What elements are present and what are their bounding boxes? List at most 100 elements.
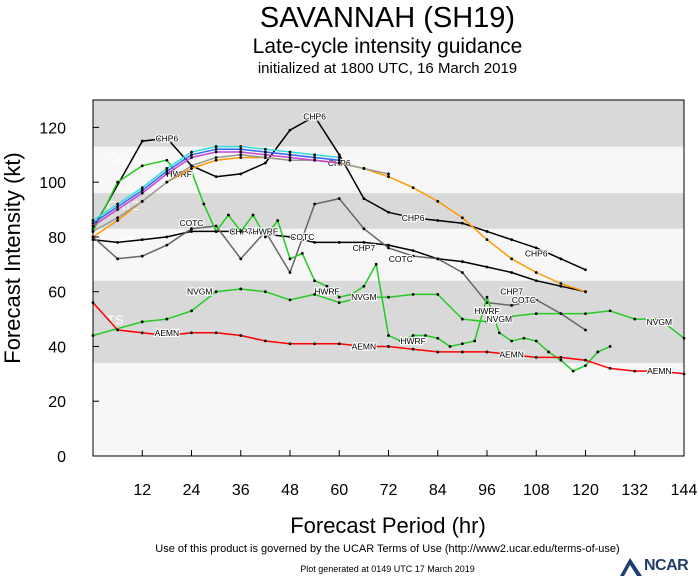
data-point <box>436 350 440 354</box>
x-tick-label: 132 <box>621 482 648 499</box>
data-point <box>337 156 341 159</box>
data-point <box>460 271 464 274</box>
data-point <box>165 172 169 176</box>
data-point <box>436 257 440 261</box>
data-point <box>387 243 390 247</box>
data-point <box>411 186 415 190</box>
series-blue <box>91 147 341 225</box>
data-point <box>510 353 514 357</box>
data-point <box>337 295 341 299</box>
data-point <box>239 334 243 337</box>
data-point <box>608 366 612 370</box>
data-point <box>214 175 218 179</box>
band-cat4 <box>93 100 684 147</box>
data-point <box>288 298 292 302</box>
data-point <box>448 345 452 348</box>
data-point <box>313 153 317 157</box>
series-label-chp7: CHP7 <box>500 287 523 297</box>
data-point <box>239 145 243 148</box>
data-point <box>165 180 169 184</box>
data-point <box>239 150 243 154</box>
x-tick-label: 48 <box>281 482 299 499</box>
band-label-cat3: CAT3 <box>107 152 139 167</box>
data-point <box>559 356 563 359</box>
data-point <box>584 328 587 332</box>
data-point <box>559 284 563 288</box>
data-point <box>362 227 366 231</box>
data-point <box>337 342 341 346</box>
data-point <box>313 279 317 283</box>
data-point <box>337 241 341 244</box>
data-point <box>608 309 612 313</box>
data-point <box>571 369 575 373</box>
data-point <box>300 251 304 255</box>
chart-title: SAVANNAH (SH19) <box>259 2 516 34</box>
x-tick-label: 84 <box>429 482 447 499</box>
data-point <box>534 339 538 343</box>
data-point <box>263 290 267 294</box>
data-point <box>337 197 341 200</box>
series-cyan <box>91 145 341 222</box>
data-point <box>411 334 415 337</box>
series-label-nvgm: NVGM <box>187 287 213 297</box>
data-point <box>288 271 292 274</box>
data-point <box>91 221 95 225</box>
data-point <box>313 241 317 244</box>
data-point <box>337 301 341 305</box>
data-point <box>288 156 292 159</box>
data-point <box>510 303 514 307</box>
series-label-cotc: COTC <box>389 254 413 264</box>
data-point <box>214 145 218 148</box>
series-line-nvgm <box>92 288 685 339</box>
data-point <box>190 164 193 168</box>
data-point <box>116 208 120 211</box>
data-point <box>584 312 587 315</box>
data-point <box>559 358 563 362</box>
x-axis-label: Forecast Period (hr) <box>290 513 486 538</box>
data-point <box>288 342 292 346</box>
data-point <box>190 150 193 154</box>
data-point <box>214 224 218 228</box>
data-point <box>485 350 489 354</box>
data-point <box>411 347 415 351</box>
y-tick-label: 100 <box>39 175 66 192</box>
data-point <box>313 202 317 206</box>
data-point <box>387 172 390 176</box>
data-point <box>140 186 144 190</box>
data-point <box>460 216 464 220</box>
data-point <box>424 334 427 337</box>
data-point <box>682 372 686 376</box>
data-point <box>497 331 501 335</box>
x-tick-label: 96 <box>478 482 496 499</box>
data-point <box>350 293 353 296</box>
data-point <box>91 230 95 233</box>
data-point <box>534 356 538 359</box>
data-point <box>140 191 144 195</box>
data-point <box>387 334 390 337</box>
y-axis-label: Forecast Intensity (kt) <box>0 152 25 364</box>
band-ts <box>93 280 684 363</box>
series-label-hwrf: HWRF <box>400 336 426 346</box>
data-point <box>485 320 489 324</box>
data-point <box>190 227 193 231</box>
data-point <box>460 260 464 263</box>
series-label-nvgm: NVGM <box>647 317 673 327</box>
series-label-aemn: AEMN <box>499 350 524 360</box>
data-point <box>190 167 193 170</box>
data-point <box>140 199 144 203</box>
data-point <box>436 199 440 203</box>
data-point <box>362 295 366 299</box>
data-point <box>165 169 169 173</box>
y-tick-label: 0 <box>57 449 66 466</box>
data-point <box>436 336 440 340</box>
data-point <box>239 230 243 233</box>
data-point <box>313 115 317 118</box>
ncar-swoosh-icon <box>620 558 642 576</box>
data-point <box>140 331 144 335</box>
data-point <box>239 147 243 151</box>
data-point <box>633 369 637 373</box>
y-tick-label: 60 <box>48 285 66 302</box>
data-point <box>584 358 587 362</box>
series-line-hwrf <box>92 159 611 372</box>
